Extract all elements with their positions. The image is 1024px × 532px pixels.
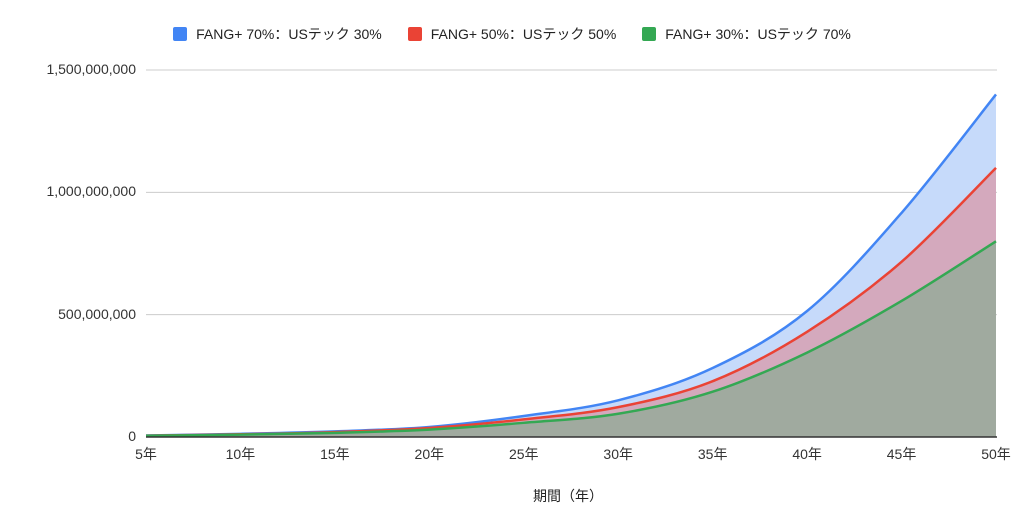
x-axis-title: 期間（年）	[533, 488, 603, 504]
legend-swatch-red	[407, 27, 422, 41]
x-tick-label: 35年	[697, 446, 728, 462]
x-tick-label: 50年	[981, 446, 1011, 462]
legend-item-series-1[interactable]: FANG+ 70%：USテック 30%	[173, 24, 382, 44]
y-tick-label: 500,000,000	[58, 305, 136, 322]
legend-item-series-2[interactable]: FANG+ 50%：USテック 50%	[407, 24, 617, 44]
series-line-3[interactable]	[145, 240, 997, 438]
x-tick-label: 20年	[414, 446, 445, 462]
y-tick-label: 1,000,000,000	[46, 183, 136, 200]
legend-item-series-3[interactable]: FANG+ 30%：USテック 70%	[642, 24, 851, 44]
x-tick-label: 10年	[225, 446, 256, 462]
x-tick-label: 45年	[886, 446, 917, 462]
series-areas	[146, 94, 996, 437]
y-tick-label: 1,500,000,000	[46, 61, 136, 77]
x-tick-label: 25年	[508, 446, 539, 462]
legend-swatch-green	[642, 27, 657, 41]
series-lines	[145, 93, 997, 438]
x-tick-label: 15年	[320, 446, 350, 462]
legend-label: FANG+ 70%：USテック 30%	[196, 26, 382, 42]
x-tick-label: 30年	[603, 446, 634, 462]
legend: FANG+ 70%：USテック 30% FANG+ 50%：USテック 50% …	[0, 24, 1024, 44]
legend-swatch-blue	[173, 27, 188, 41]
x-tick-label: 40年	[792, 446, 822, 462]
y-tick-label: 0	[128, 428, 136, 444]
x-tick-label: 5年	[135, 446, 157, 462]
series-area-3	[146, 241, 996, 437]
legend-label: FANG+ 50%：USテック 50%	[430, 26, 617, 42]
legend-label: FANG+ 30%：USテック 70%	[665, 26, 851, 42]
